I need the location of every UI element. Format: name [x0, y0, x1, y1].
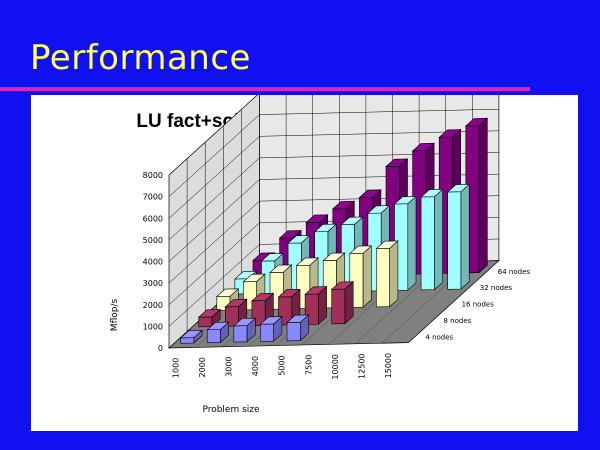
chart-panel: LU fact+solve on IBM SP2 thin nodes 0100… — [31, 95, 578, 431]
series-label: 16 nodes — [462, 301, 495, 309]
bar-4-nodes-1000 — [179, 329, 203, 344]
x-tick-label: 2000 — [198, 357, 207, 377]
bar-64-nodes-15000 — [464, 117, 489, 274]
y-tick-label: 8000 — [143, 171, 163, 180]
series-label: 32 nodes — [480, 284, 513, 292]
x-tick-label: 5000 — [278, 355, 287, 375]
y-tick-label: 1000 — [143, 322, 163, 331]
bar-4-nodes-2000 — [206, 321, 230, 344]
bars — [179, 117, 489, 344]
bar-16-nodes-10000 — [375, 240, 399, 308]
bar-8-nodes-7500 — [330, 281, 355, 325]
y-tick-label: 3000 — [143, 279, 163, 288]
y-tick-label: 5000 — [143, 236, 163, 245]
x-tick-label: 3000 — [225, 357, 234, 377]
gridline — [168, 95, 258, 176]
axes: 0 1000 2000 3000 4000 5000 6000 7000 8000 1000 200… — [143, 171, 531, 380]
x-tick-label: 15000 — [384, 353, 393, 378]
y-tick-label: 4000 — [143, 258, 163, 267]
bar-4-nodes-5000 — [286, 314, 310, 342]
y-tick-label: 0 — [158, 344, 163, 353]
bar-8-nodes-2000 — [224, 298, 248, 327]
y-axis-label: Mflop/s — [110, 299, 120, 332]
bar-4-nodes-3000 — [232, 317, 257, 343]
y-tick-label: 2000 — [143, 301, 163, 310]
series-label: 8 nodes — [444, 317, 472, 325]
bar-32-nodes-15000 — [446, 183, 471, 290]
performance-chart: LU fact+solve on IBM SP2 thin nodes 0100… — [110, 95, 531, 415]
bar-8-nodes-1000 — [197, 308, 222, 328]
slide-title: Performance — [30, 38, 251, 78]
x-tick-label: 12500 — [358, 354, 367, 379]
y-tick-label: 6000 — [143, 214, 163, 223]
x-axis-label: Problem size — [202, 405, 260, 415]
y-tick-label: 7000 — [143, 193, 163, 202]
x-tick-label: 7500 — [304, 355, 313, 375]
bar-4-nodes-4000 — [259, 315, 283, 342]
x-tick-label: 1000 — [171, 358, 180, 378]
x-tick-label: 4000 — [251, 356, 260, 376]
series-label: 64 nodes — [498, 268, 531, 276]
title-rule — [0, 87, 530, 91]
x-tick-label: 10000 — [331, 354, 340, 379]
series-label: 4 nodes — [425, 333, 453, 341]
bar-32-nodes-12500 — [420, 188, 444, 291]
